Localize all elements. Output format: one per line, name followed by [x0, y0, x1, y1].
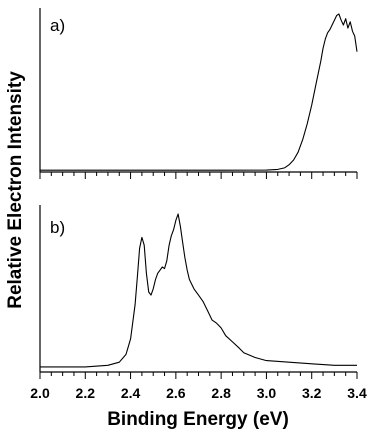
x-tick-labels: 2.0 2.2 2.4 2.6 2.8 3.0 3.2 3.4	[30, 385, 367, 401]
panel-b-ticks	[39, 372, 358, 379]
x-tick-label: 2.8	[211, 385, 231, 401]
panel-a-ticks	[39, 172, 358, 179]
x-tick-label: 2.0	[30, 385, 50, 401]
panel-a-label: a)	[50, 16, 65, 35]
x-tick-label: 2.2	[76, 385, 96, 401]
x-axis-title: Binding Energy (eV)	[107, 409, 289, 430]
panel-b-series-line	[40, 213, 357, 368]
x-tick-label: 3.0	[257, 385, 277, 401]
y-axis-title: Relative Electron Intensity	[5, 71, 26, 309]
panel-a-series-line	[40, 13, 358, 171]
panel-b-label: b)	[50, 218, 65, 237]
x-tick-label: 3.4	[347, 385, 367, 401]
x-tick-label: 2.4	[121, 385, 141, 401]
x-tick-label: 2.6	[166, 385, 186, 401]
x-tick-label: 3.2	[302, 385, 322, 401]
panel-b: b)	[39, 205, 358, 379]
panel-a: a)	[39, 8, 358, 179]
